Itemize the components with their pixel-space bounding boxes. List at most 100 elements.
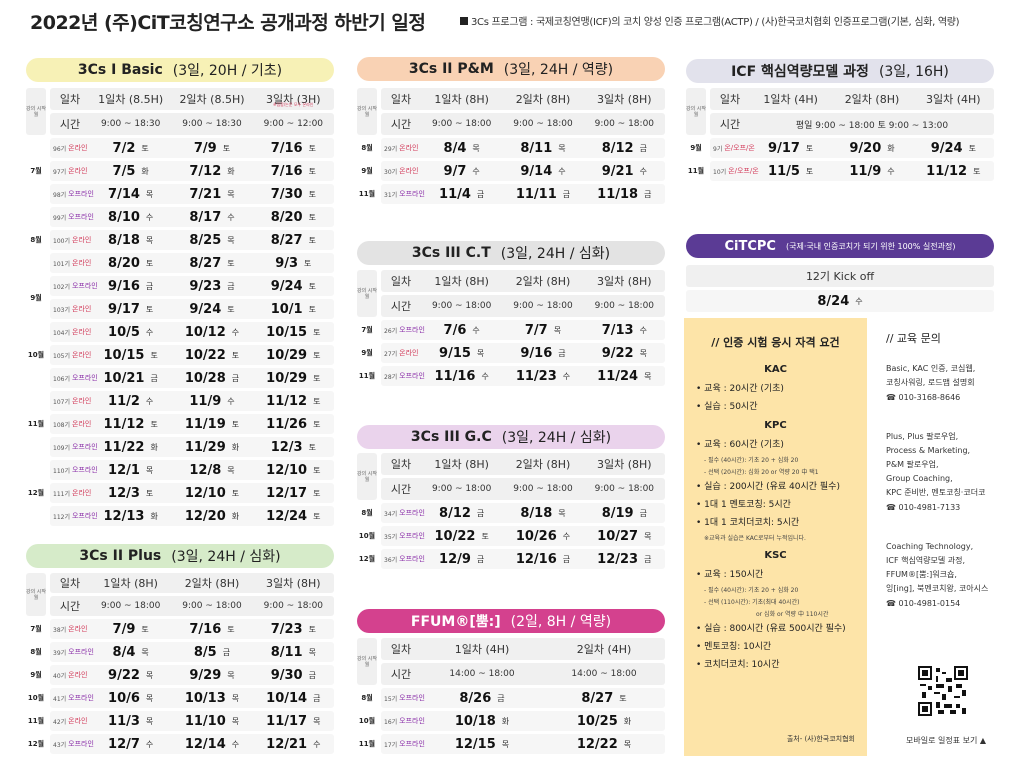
schedule-row[interactable]: 106기 오프라인 10/21 금 10/28 금 10/29 토	[50, 368, 334, 388]
kickoff-row: 12기 Kick off	[686, 265, 994, 287]
date-value: 9/23	[189, 278, 222, 294]
weekday-value: 금	[145, 281, 154, 291]
cohort-number: 35기	[384, 533, 398, 541]
basic-title-pill: 3Cs I Basic (3일, 20H / 기초)	[26, 58, 334, 82]
weekday-value: 목	[145, 716, 154, 726]
ffum-schedule: 강의 시작 월 일차 1일차 (4H) 2일차 (4H) 시간 14:00 ~ 18:00…	[357, 638, 665, 757]
month-label: 10월	[358, 532, 376, 540]
schedule-row[interactable]: 107기 온라인 11/2 수 11/9 수 11/12 토	[50, 391, 334, 411]
cohort-info: 102기 오프라인	[50, 276, 98, 296]
date-value: 11/24	[597, 368, 639, 384]
weekday-value: 목	[145, 189, 154, 199]
contact-phone[interactable]: ☎ 010-4981-7133	[886, 503, 961, 512]
schedule-row[interactable]: 42기 온라인 11/3 목 11/10 목 11/17 목	[50, 711, 334, 731]
qr-code-icon[interactable]	[918, 666, 968, 716]
schedule-row[interactable]: 36기 오프라인 12/9 금 12/16 금 12/23 금	[381, 549, 665, 569]
session-date: 10/6 목	[90, 688, 171, 708]
schedule-row[interactable]: 100기 온라인 8/18 목 8/25 목 8/27 토	[50, 230, 334, 250]
day-header-row: 일차 1일차 (8H) 2일차 (8H) 3일차 (8H)	[381, 270, 665, 292]
session-date: 7/6 수	[421, 320, 502, 340]
session-date: 11/16 수	[421, 366, 502, 386]
cohort-number: 38기	[53, 626, 67, 634]
session-date: 11/5 토	[750, 161, 831, 181]
plus-course-meta: (3일, 24H / 심화)	[171, 549, 281, 565]
cohort-info: 100기 온라인	[50, 230, 94, 250]
delivery-mode: 오프라인	[71, 512, 98, 520]
schedule-row[interactable]: 16기 오프라인 10/18 화 10/25 화	[381, 711, 665, 731]
schedule-row[interactable]: 31기 오프라인 11/4 금 11/11 금 11/18 금	[381, 184, 665, 204]
citcpc-title-pill: CiTCPC (국제·국내 인증코치가 되기 위한 100% 실전과정)	[686, 234, 994, 258]
schedule-row[interactable]: 43기 오프라인 12/7 수 12/14 수 12/21 수	[50, 734, 334, 754]
weekday-value: 수	[887, 166, 895, 176]
schedule-row[interactable]: 104기 온라인 10/5 수 10/12 수 10/15 토	[50, 322, 334, 342]
schedule-row[interactable]: 103기 온라인 9/17 토 9/24 토 10/1 토	[50, 299, 334, 319]
contact-phone[interactable]: ☎ 010-4981-0154	[886, 599, 961, 608]
time-value: 9:00 ~ 18:30	[100, 119, 161, 129]
schedule-row[interactable]: 98기 오프라인 7/14 목 7/21 목 7/30 토	[50, 184, 334, 204]
session-date: 9/24 토	[253, 276, 334, 296]
schedule-row[interactable]: 105기 온라인 10/15 토 10/22 토 10/29 토	[50, 345, 334, 365]
cohort-info: 104기 온라인	[50, 322, 94, 342]
schedule-row[interactable]: 40기 온라인 9/22 목 9/29 목 9/30 금	[50, 665, 334, 685]
date-value: 9/16	[108, 278, 140, 294]
certification-requirements: // 인증 시험 응시 자격 요건 KAC • 교육 : 20시간 (기초) • …	[684, 318, 867, 756]
cohort-number: 28기	[384, 373, 398, 381]
session-date: 9/23 금	[171, 276, 252, 296]
cohort-number: 34기	[384, 510, 398, 518]
delivery-mode: 오프라인	[68, 740, 94, 748]
schedule-row[interactable]: 41기 오프라인 10/6 목 10/13 목 10/14 금	[50, 688, 334, 708]
schedule-row[interactable]: 112기 오프라인 12/13 화 12/20 화 12/24 토	[50, 506, 334, 526]
session-date: 9/21 수	[584, 161, 665, 181]
contact-group-line: 잉[ing], 북멘코치왕, 코아시스	[886, 584, 989, 593]
cohort-info: 42기 온라인	[50, 711, 94, 731]
weekday-value: 화	[150, 511, 158, 521]
schedule-row[interactable]: 110기 오프라인 12/1 목 12/8 목 12/10 토	[50, 460, 334, 480]
schedule-row[interactable]: 26기 오프라인 7/6 수 7/7 목 7/13 수	[381, 320, 665, 340]
ksc-heading: KSC	[764, 550, 787, 561]
kickoff-date-row[interactable]: 8/24 수	[686, 290, 994, 312]
cohort-info: 36기 오프라인	[381, 549, 425, 569]
weekday-value: 금	[222, 647, 231, 657]
schedule-row[interactable]: 99기 오프라인 8/10 수 8/17 수 8/20 토	[50, 207, 334, 227]
kickoff-weekday: 수	[855, 296, 863, 306]
session-date: 9/17 토	[750, 138, 831, 158]
cohort-number: 42기	[53, 718, 67, 726]
weekday-value: 토	[150, 419, 158, 429]
schedule-row[interactable]: 9기 온/오프/온 9/17 토 9/20 화 9/24 토	[710, 138, 994, 158]
weekday-value: 목	[227, 189, 235, 199]
schedule-row[interactable]: 27기 온라인 9/15 목 9/16 금 9/22 목	[381, 343, 665, 363]
schedule-row[interactable]: 109기 오프라인 11/22 화 11/29 화 12/3 토	[50, 437, 334, 457]
schedule-row[interactable]: 10기 온/오프/온 11/5 토 11/9 수 11/12 토	[710, 161, 994, 181]
session-date: 11/2 수	[90, 391, 171, 411]
schedule-row[interactable]: 28기 오프라인 11/16 수 11/23 수 11/24 목	[381, 366, 665, 386]
cohort-info: 30기 온라인	[381, 161, 425, 181]
schedule-row[interactable]: 38기 온라인 7/9 토 7/16 토 7/23 토	[50, 619, 334, 639]
time-value: 14:00 ~ 18:00	[449, 669, 515, 679]
date-value: 7/12	[189, 163, 222, 179]
contact-phone[interactable]: ☎ 010-3168-8646	[886, 393, 961, 402]
mobile-link[interactable]: 모바일로 일정표 보기 ▲	[906, 736, 987, 745]
weekday-value: 수	[472, 325, 480, 335]
schedule-row[interactable]: 108기 온라인 11/12 토 11/19 토 11/26 토	[50, 414, 334, 434]
schedule-row[interactable]: 102기 오프라인 9/16 금 9/23 금 9/24 토	[50, 276, 334, 296]
schedule-row[interactable]: 111기 온라인 12/3 토 12/10 토 12/17 토	[50, 483, 334, 503]
schedule-row[interactable]: 17기 오프라인 12/15 목 12/22 목	[381, 734, 665, 754]
weekday-value: 토	[313, 419, 321, 429]
schedule-row[interactable]: 97기 온라인 7/5 화 7/12 화 7/16 토	[50, 161, 334, 181]
schedule-row[interactable]: 29기 온라인 8/4 목 8/11 목 8/12 금	[381, 138, 665, 158]
schedule-row[interactable]: 96기 온라인 7/2 토 7/9 토 7/16 토	[50, 138, 334, 158]
day-column-header: 3일차 (8H)	[597, 458, 652, 471]
weekday-value: 화	[501, 716, 510, 726]
date-value: 8/27	[189, 255, 222, 271]
weekday-value: 수	[313, 739, 321, 749]
schedule-row[interactable]: 101기 온라인 8/20 토 8/27 토 9/3 토	[50, 253, 334, 273]
weekday-value: 수	[227, 396, 235, 406]
schedule-row[interactable]: 30기 온라인 9/7 수 9/14 수 9/21 수	[381, 161, 665, 181]
schedule-row[interactable]: 39기 오프라인 8/4 목 8/5 금 8/11 목	[50, 642, 334, 662]
weekday-value: 수	[558, 166, 566, 176]
schedule-row[interactable]: 15기 오프라인 8/26 금 8/27 토	[381, 688, 665, 708]
delivery-mode: 오프라인	[71, 282, 98, 290]
schedule-row[interactable]: 35기 오프라인 10/22 토 10/26 수 10/27 목	[381, 526, 665, 546]
session-date: 11/23 수	[502, 366, 583, 386]
schedule-row[interactable]: 34기 오프라인 8/12 금 8/18 목 8/19 금	[381, 503, 665, 523]
